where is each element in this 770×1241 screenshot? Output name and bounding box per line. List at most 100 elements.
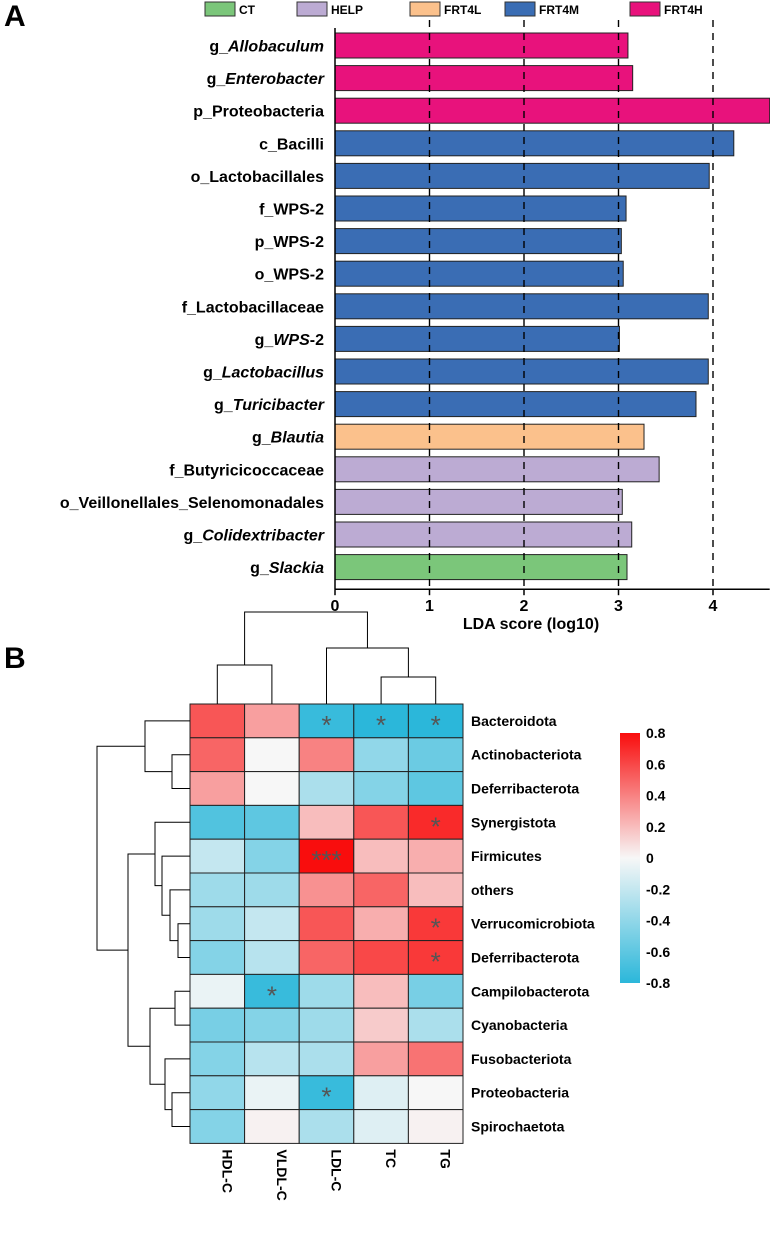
heatmap-cell: [353, 838, 409, 874]
x-tick-label: 4: [709, 598, 718, 615]
bar-label-prefix: p_: [193, 104, 213, 121]
heatmap-cell: [189, 703, 246, 739]
bar-label: g_Allobaculum: [209, 39, 324, 56]
legend-swatch-frt4m: [504, 1, 536, 17]
heatmap-cell: [298, 1075, 355, 1111]
heatmap-cell: [298, 906, 355, 942]
bar-label: o_Veillonellales_Selenomonadales: [60, 495, 324, 512]
column-label: TG: [438, 1149, 454, 1169]
bar-label: p_WPS-2: [255, 234, 324, 251]
heatmap-cell: [407, 973, 464, 1009]
heatmap-cell: [189, 737, 246, 773]
bar-label-taxon: Enterobacter: [225, 71, 324, 88]
heatmap-cell: [189, 1007, 246, 1043]
bar-label-prefix: g_: [207, 71, 227, 88]
row-label: Deferribacterota: [471, 950, 579, 966]
colorbar: [620, 733, 640, 983]
heatmap-cell: [353, 940, 409, 975]
heatmap-cell: [407, 906, 464, 942]
bar-g_Blautia: [334, 423, 645, 450]
significance-star: *: [431, 947, 441, 977]
legend-swatch-help: [296, 1, 328, 17]
significance-star: *: [267, 980, 277, 1010]
heatmap-cell: [353, 804, 409, 840]
colorbar-tick-label: -0.6: [646, 944, 670, 960]
x-tick-label: 3: [614, 598, 623, 615]
heatmap-cell: [353, 872, 409, 908]
heatmap-cell: [244, 872, 300, 908]
heatmap-cell: [298, 1041, 355, 1077]
panel-b-label: B: [4, 642, 26, 675]
bar-label: g_Lactobacillus: [203, 365, 324, 382]
heatmap-cell: [407, 804, 464, 840]
heatmap-cell: [244, 973, 300, 1009]
heatmap-cell: [189, 804, 246, 840]
lda-bar-chart: CT HELP FRT4L FRT4M FRT4Hg_Allobaculumg_Ente…: [60, 1, 770, 633]
bar-label-prefix: g_: [250, 560, 270, 577]
colorbar-tick-label: 0.2: [646, 819, 666, 835]
row-dendrogram-branch: [169, 889, 190, 942]
bar-p_Proteobacteria: [334, 97, 770, 124]
bar-label-taxon: Slackia: [269, 560, 324, 577]
bar-label: g_Colidextribacter: [184, 528, 325, 545]
row-dendrogram-branch: [177, 923, 190, 958]
row-label: Proteobacteria: [471, 1085, 569, 1101]
heatmap-cell: [189, 1041, 246, 1077]
row-label: Verrucomicrobiota: [471, 916, 595, 932]
colorbar-tick-label: 0.6: [646, 756, 666, 772]
heatmap-cell: [244, 1109, 300, 1144]
row-label: Firmicutes: [471, 848, 542, 864]
significance-star: *: [431, 710, 441, 740]
bar-label-taxon: Butyricicoccaceae: [183, 462, 324, 479]
legend-swatch-ct: [204, 1, 236, 17]
heatmap-cell: [298, 771, 355, 806]
heatmap-cell: [244, 1007, 300, 1043]
heatmap-cell: [244, 1041, 300, 1077]
heatmap-cell: [189, 1075, 246, 1111]
colorbar-tick-label: -0.8: [646, 975, 670, 991]
colorbar-tick-label: -0.2: [646, 881, 670, 897]
heatmap-cell: [407, 1075, 464, 1111]
heatmap-cell: [189, 771, 246, 806]
bar-p_WPS-2: [334, 228, 622, 255]
panel-a-label: A: [4, 0, 26, 33]
legend-swatch-frt4l: [409, 1, 441, 17]
bar-g_Allobaculum: [334, 32, 629, 59]
bar-label-prefix: p_: [255, 234, 275, 251]
row-dendrogram-branch: [96, 745, 145, 951]
bar-label-taxon: WPS-2: [273, 267, 324, 284]
heatmap-cell: [244, 737, 300, 773]
row-dendrogram-branch: [127, 853, 155, 1047]
significance-star: ***: [311, 845, 341, 875]
heatmap-cell: [407, 1007, 464, 1043]
row-dendrogram-branch: [144, 720, 190, 773]
bar-label-prefix: g_: [203, 365, 223, 382]
row-label: Fusobacteriota: [471, 1051, 572, 1067]
bar-label-prefix: g_: [214, 397, 234, 414]
heatmap-cell: [407, 1109, 464, 1144]
bar-label-prefix: c_: [259, 136, 278, 153]
row-dendrogram-branch: [171, 1092, 190, 1127]
heatmap-cell: [189, 906, 246, 942]
bar-g_Turicibacter: [334, 391, 697, 418]
row-dendrogram-branch: [161, 855, 190, 916]
bar-label-taxon: Proteobacteria: [212, 104, 324, 121]
row-dendrogram-branch: [154, 821, 190, 887]
row-label: Campilobacterota: [471, 983, 589, 999]
row-label: Synergistota: [471, 814, 556, 830]
heatmap-cell: [298, 872, 355, 908]
heatmap-cell: [244, 940, 300, 975]
bar-label-prefix: f_: [259, 202, 274, 219]
heatmap-cell: [353, 737, 409, 773]
bar-label-prefix: f_: [182, 299, 197, 316]
heatmap-cell: [244, 771, 300, 806]
bar-g_Enterobacter: [334, 65, 634, 92]
row-dendrogram-branch: [171, 754, 190, 789]
bar-label-prefix: o_: [255, 267, 275, 284]
bar-label-taxon: Veillonellales_Selenomonadales: [79, 495, 325, 512]
heatmap-cell: [407, 940, 464, 975]
heatmap-cell: [298, 940, 355, 975]
bar-label-taxon: Colidextribacter: [202, 528, 325, 545]
heatmap-cell: [189, 838, 246, 874]
